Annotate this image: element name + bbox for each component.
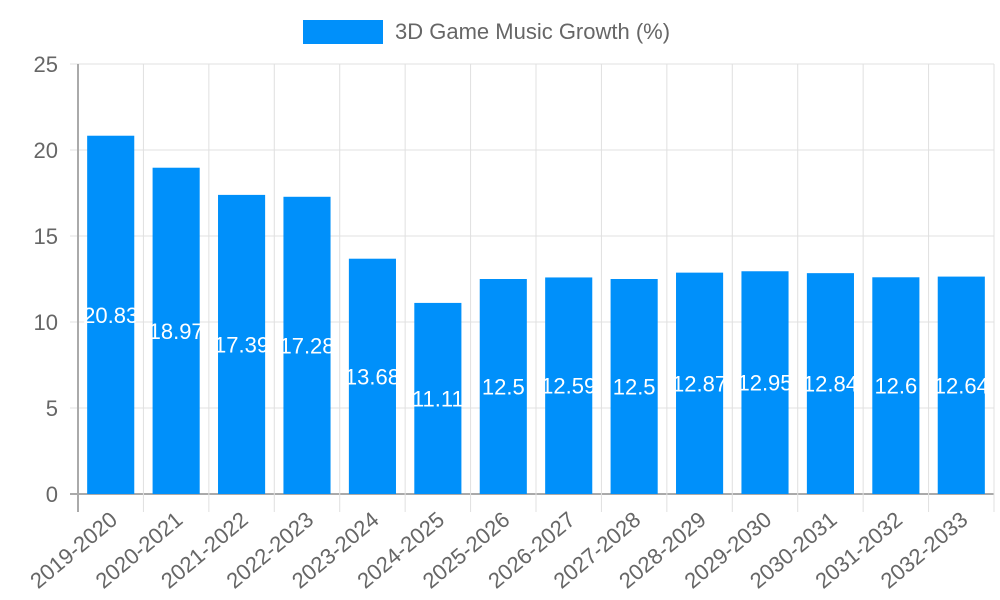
legend-swatch — [303, 20, 383, 44]
y-tick-label: 25 — [34, 52, 58, 77]
bar-value-label: 20.83 — [83, 303, 138, 328]
bar-value-label: 17.39 — [214, 332, 269, 357]
y-tick-label: 15 — [34, 224, 58, 249]
bar-value-label: 12.59 — [541, 374, 596, 399]
y-tick-label: 20 — [34, 138, 58, 163]
bar-value-label: 12.95 — [737, 371, 792, 396]
bar[interactable] — [872, 277, 920, 494]
bar[interactable] — [545, 277, 593, 494]
bar-value-label: 13.68 — [345, 364, 400, 389]
y-tick-label: 10 — [34, 310, 58, 335]
y-tick-label: 0 — [46, 482, 58, 507]
bar[interactable] — [676, 272, 724, 494]
bar-value-label: 11.11 — [412, 386, 464, 411]
bar[interactable] — [610, 279, 658, 494]
bar[interactable] — [348, 258, 396, 494]
data-labels: 20.83 18.97 17.39 17.28 13.68 11.11 12.5 12.59 1… — [83, 303, 989, 412]
bar[interactable] — [87, 135, 135, 494]
bar-value-label: 12.87 — [672, 371, 727, 396]
bar[interactable] — [414, 302, 462, 494]
bar-value-label: 17.28 — [279, 333, 334, 358]
bars — [87, 135, 985, 494]
y-tick-label: 5 — [46, 396, 58, 421]
bar-value-label: 12.64 — [934, 373, 989, 398]
bar-value-label: 18.97 — [149, 319, 204, 344]
bar[interactable] — [806, 273, 854, 494]
bar[interactable] — [218, 194, 266, 494]
bar[interactable] — [741, 271, 789, 494]
bar[interactable] — [937, 276, 985, 494]
bar[interactable] — [283, 196, 331, 494]
bar-value-label: 12.84 — [803, 372, 858, 397]
bar-value-label: 12.5 — [482, 375, 525, 400]
grid-lines — [70, 63, 995, 512]
bar[interactable] — [479, 279, 527, 494]
bar-value-label: 12.6 — [874, 374, 917, 399]
bar[interactable] — [152, 167, 200, 494]
legend-label: 3D Game Music Growth (%) — [395, 19, 671, 44]
chart-legend[interactable]: 3D Game Music Growth (%) — [303, 19, 670, 45]
bar-value-label: 12.5 — [613, 375, 656, 400]
